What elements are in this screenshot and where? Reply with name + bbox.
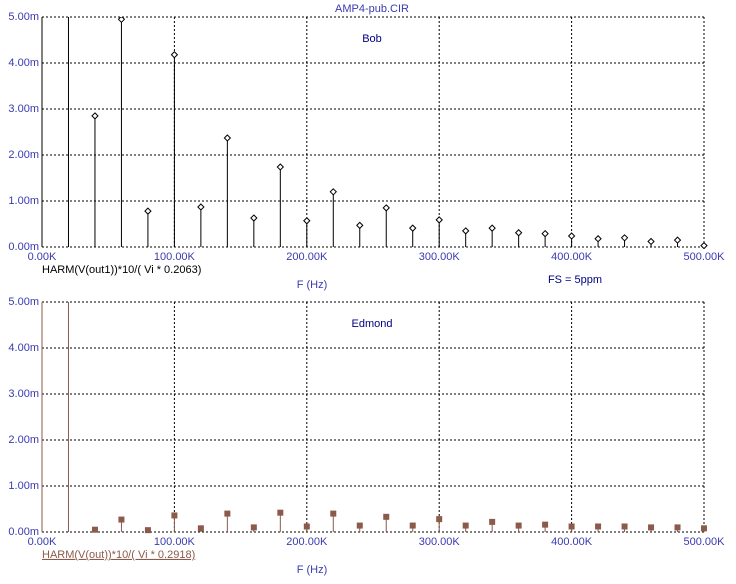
x-tick-label: 500.00K	[684, 251, 726, 263]
marker	[144, 527, 151, 534]
marker	[595, 523, 602, 530]
marker	[461, 227, 470, 235]
chart-label: Edmond	[352, 318, 393, 330]
marker	[303, 523, 310, 530]
marker	[117, 17, 126, 24]
marker	[330, 510, 337, 517]
marker	[542, 521, 549, 528]
marker	[674, 524, 681, 531]
marker	[118, 516, 125, 523]
chart-label: Bob	[362, 33, 382, 45]
y-tick-label: 5.00m	[8, 296, 39, 308]
marker	[700, 241, 708, 249]
x-axis-label: F (Hz)	[297, 564, 328, 576]
marker	[514, 229, 523, 237]
marker	[197, 203, 205, 211]
y-tick-label: 3.00m	[8, 103, 39, 115]
marker	[91, 526, 98, 533]
marker	[594, 235, 602, 243]
legend-entry: HARM(V(out1))*10/( Vi * 0.2063)	[42, 264, 201, 276]
x-tick-label: 0.00K	[28, 536, 57, 548]
y-tick-label: 0.00m	[8, 526, 39, 538]
marker	[621, 523, 628, 530]
marker	[541, 229, 549, 238]
x-tick-label: 200.00K	[286, 536, 328, 548]
y-tick-label: 0.00m	[8, 241, 39, 253]
marker	[224, 510, 231, 517]
marker	[223, 134, 232, 142]
marker	[171, 512, 178, 519]
marker	[250, 214, 258, 222]
y-tick-label: 3.00m	[8, 388, 39, 400]
y-tick-label: 4.00m	[8, 57, 39, 69]
y-tick-label: 2.00m	[8, 149, 39, 161]
marker	[436, 516, 443, 523]
x-axis-label: F (Hz)	[297, 279, 328, 291]
marker	[144, 207, 152, 215]
y-tick-label: 1.00m	[8, 480, 39, 492]
y-tick-label: 5.00m	[8, 11, 39, 23]
legend-entry: HARM(V(out))*10/( Vi * 0.2918)	[42, 549, 195, 561]
x-tick-label: 0.00K	[28, 251, 57, 263]
marker	[277, 509, 284, 516]
x-tick-label: 500.00K	[684, 536, 726, 548]
marker	[91, 112, 99, 120]
x-tick-label: 200.00K	[286, 251, 328, 263]
marker	[65, 253, 71, 259]
marker	[197, 525, 204, 532]
marker	[303, 217, 311, 225]
marker	[568, 523, 575, 530]
marker	[170, 51, 179, 59]
marker	[276, 163, 285, 171]
x-tick-label: 100.00K	[154, 536, 196, 548]
marker	[462, 522, 469, 529]
marks	[67, 17, 708, 249]
x-tick-label: 300.00K	[419, 251, 461, 263]
marker	[488, 224, 496, 232]
marker	[250, 524, 257, 531]
marker	[383, 513, 390, 520]
x-tick-label: 100.00K	[154, 251, 196, 263]
x-tick-label: 300.00K	[419, 536, 461, 548]
marker	[329, 188, 337, 196]
marker	[647, 237, 655, 246]
y-tick-label: 1.00m	[8, 195, 39, 207]
marker	[409, 522, 416, 529]
marker	[567, 232, 576, 240]
marker	[489, 518, 496, 525]
marker	[356, 221, 364, 230]
marker	[435, 216, 443, 224]
marker	[620, 234, 629, 242]
marker	[701, 525, 707, 532]
marker	[409, 224, 417, 232]
y-tick-label: 4.00m	[8, 342, 39, 354]
marks	[65, 253, 707, 534]
x-tick-label: 400.00K	[551, 536, 593, 548]
x-tick-label: 400.00K	[551, 251, 593, 263]
marker	[382, 204, 390, 212]
marker	[356, 522, 363, 529]
chart-title: AMP4-pub.CIR	[335, 3, 409, 15]
marker	[515, 522, 522, 529]
marker	[673, 236, 682, 244]
annotation: FS = 5ppm	[548, 274, 602, 286]
y-tick-label: 2.00m	[8, 434, 39, 446]
marker	[648, 524, 655, 531]
